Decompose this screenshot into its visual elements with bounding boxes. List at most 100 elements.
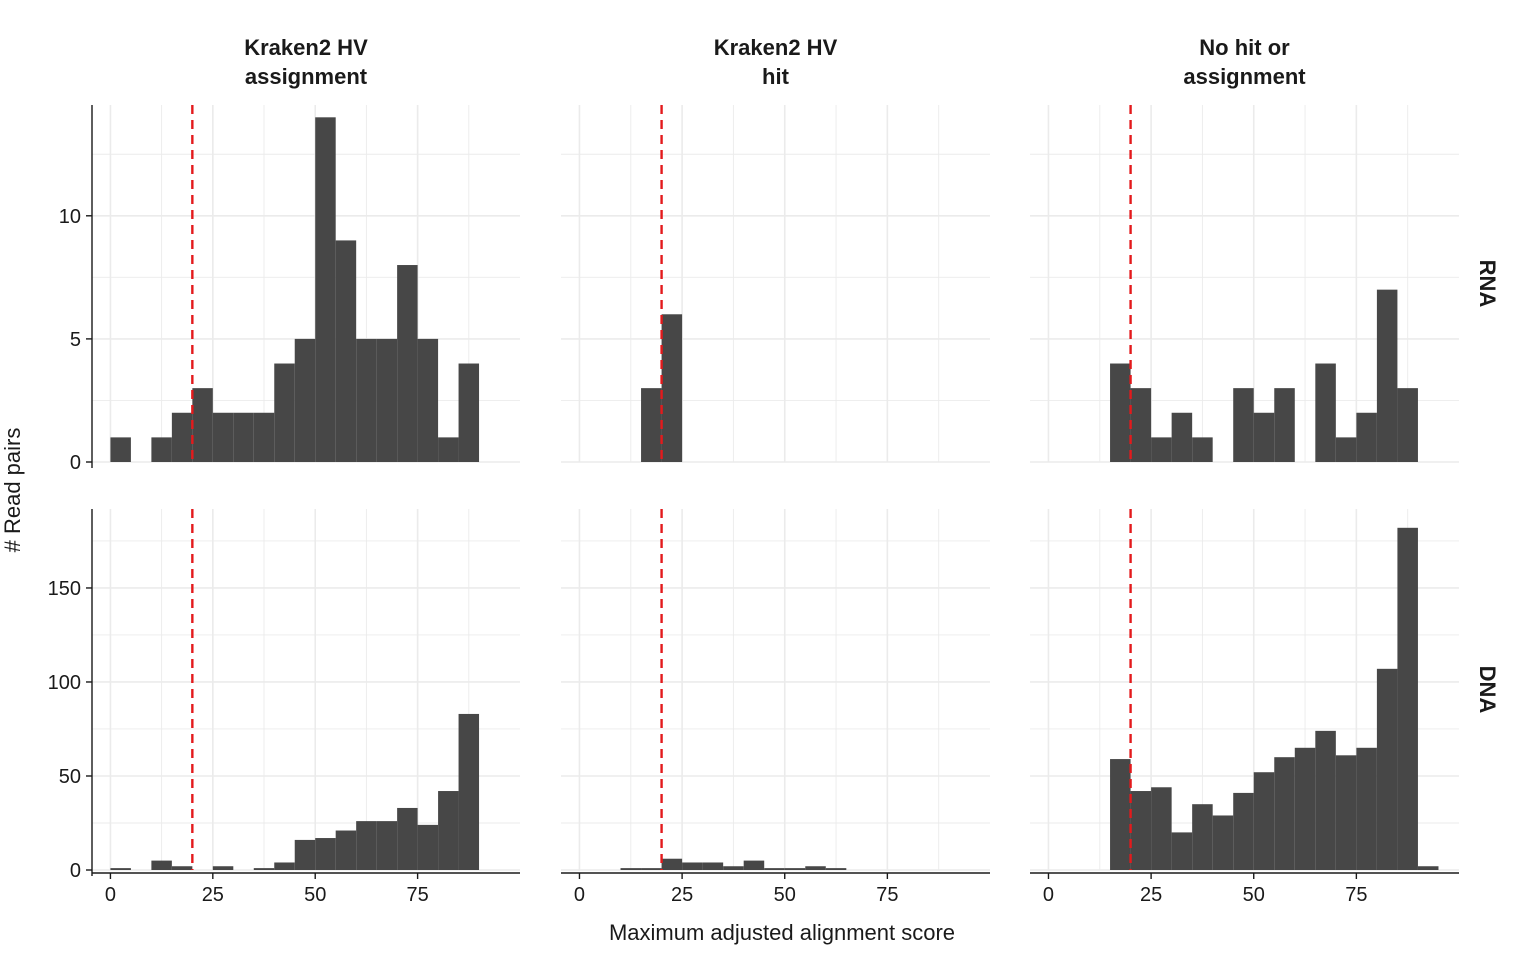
histogram-bar [1274, 757, 1295, 870]
x-tick-label: 25 [671, 884, 693, 906]
histogram-bar [805, 866, 826, 870]
x-tick-label: 0 [105, 884, 116, 906]
histogram-bar [743, 860, 765, 870]
histogram-bar [1110, 363, 1131, 462]
histogram-bar [1335, 755, 1357, 870]
histogram-bar [1253, 412, 1275, 462]
x-tick-label: 25 [202, 884, 224, 906]
histogram-bar [1356, 412, 1377, 462]
histogram-bar [356, 338, 377, 462]
histogram-bar [1294, 747, 1316, 870]
panel-rna-none [1030, 105, 1459, 463]
column-title-assignment: Kraken2 HV [244, 35, 368, 60]
histogram-bar [1130, 388, 1152, 462]
histogram-bar [825, 868, 847, 870]
histogram-bar [1192, 437, 1213, 462]
histogram-bar [253, 868, 275, 870]
histogram-bar [723, 866, 744, 870]
y-tick-label: 5 [70, 329, 81, 351]
histogram-bar [1233, 388, 1254, 462]
histogram-bar [1274, 388, 1295, 462]
histogram-bar [110, 868, 131, 870]
histogram-bar [397, 807, 418, 870]
panel-dna-assignment: 0 50 100 150 0 25 50 75 [48, 509, 520, 906]
histogram-bar [641, 868, 662, 870]
histogram-bar [417, 338, 439, 462]
histogram-bar [1376, 289, 1398, 462]
histogram-bar [253, 412, 275, 462]
histogram-bar [315, 117, 336, 462]
histogram-bar [1376, 668, 1398, 870]
column-title-hit: hit [762, 64, 790, 89]
y-tick-label: 150 [48, 578, 81, 600]
histogram-bar [1171, 412, 1193, 462]
histogram-bar [1397, 388, 1418, 462]
histogram-bar [661, 858, 683, 870]
histogram-bar [682, 862, 703, 870]
histogram-bar [171, 412, 193, 462]
histogram-bar [294, 338, 316, 462]
histogram-bar [1171, 832, 1193, 870]
histogram-bar [1315, 730, 1336, 870]
histogram-bar [1253, 772, 1275, 870]
x-tick-label: 50 [774, 884, 796, 906]
y-tick-label: 50 [59, 766, 81, 788]
x-tick-label: 75 [406, 884, 428, 906]
histogram-bar [417, 824, 439, 870]
histogram-bar [702, 862, 724, 870]
histogram-bar [397, 265, 418, 462]
histogram-bar [438, 791, 459, 870]
row-title-dna: DNA [1475, 666, 1500, 714]
x-tick-label: 50 [1243, 884, 1265, 906]
histogram-bar [661, 314, 683, 462]
histogram-bar [274, 363, 295, 462]
row-titles: RNA DNA [1475, 260, 1500, 714]
histogram-bar [1417, 866, 1439, 870]
x-axis-title: Maximum adjusted alignment score [609, 920, 955, 945]
histogram-bar [620, 868, 642, 870]
histogram-bar [1110, 759, 1131, 870]
histogram-bar [1315, 363, 1336, 462]
histogram-bar [335, 830, 357, 870]
column-titles: Kraken2 HV assignment Kraken2 HV hit No hit … [244, 35, 1306, 89]
row-title-rna: RNA [1475, 260, 1500, 308]
histogram-bar [192, 388, 213, 462]
x-tick-label: 0 [1043, 884, 1054, 906]
histogram-bar [294, 839, 316, 870]
x-tick-label: 75 [876, 884, 898, 906]
y-tick-label: 100 [48, 672, 81, 694]
histogram-bar [1335, 437, 1357, 462]
histogram-bar [110, 437, 131, 462]
column-title-assignment: assignment [245, 64, 368, 89]
histogram-bar [233, 412, 254, 462]
panel-dna-hit: 0 25 50 75 [561, 509, 990, 906]
histogram-bar [376, 821, 398, 870]
x-tick-label: 50 [304, 884, 326, 906]
histogram-bar [212, 866, 234, 870]
histogram-bar [1151, 787, 1172, 870]
histogram-bar [376, 338, 398, 462]
histogram-bar [1356, 747, 1377, 870]
histogram-bar [1233, 792, 1254, 870]
column-title-none: No hit or [1199, 35, 1290, 60]
panel-rna-assignment: 0 5 10 [59, 105, 520, 474]
x-tick-label: 25 [1140, 884, 1162, 906]
histogram-bar [764, 868, 785, 870]
column-title-hit: Kraken2 HV [714, 35, 838, 60]
histogram-bar [784, 868, 806, 870]
histogram-bar [458, 713, 480, 870]
histogram-bar [274, 862, 295, 870]
histogram-bar [171, 866, 193, 870]
y-axis-title: # Read pairs [0, 428, 25, 553]
y-tick-label: 0 [70, 860, 81, 882]
histogram-bar [1397, 527, 1418, 870]
y-tick-label: 0 [70, 452, 81, 474]
x-tick-label: 75 [1345, 884, 1367, 906]
histogram-bar [1212, 815, 1234, 870]
x-tick-label: 0 [574, 884, 585, 906]
histogram-bar [1130, 791, 1152, 870]
histogram-bar [356, 821, 377, 870]
histogram-bar [1151, 437, 1172, 462]
